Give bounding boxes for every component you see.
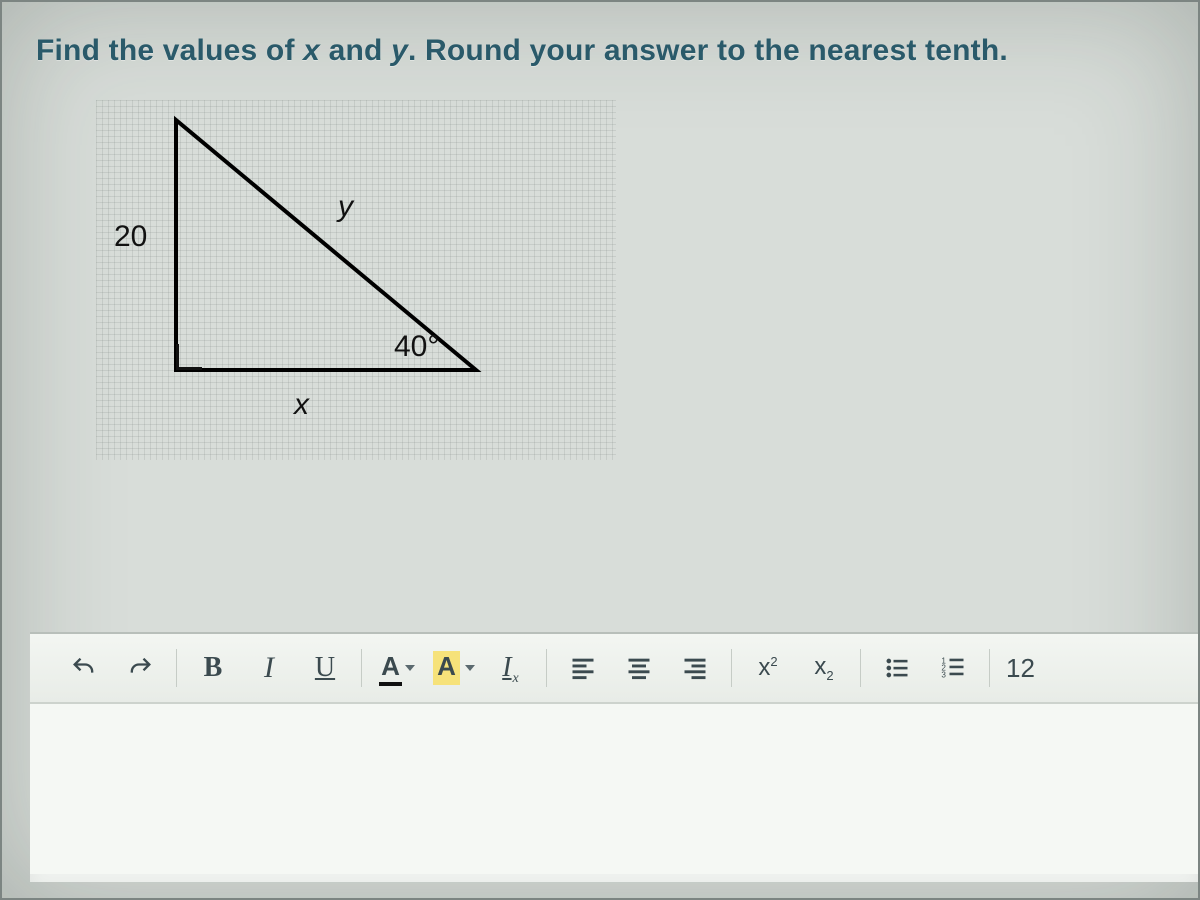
chevron-down-icon (405, 665, 415, 671)
triangle-figure: 20 y x 40° (96, 100, 616, 460)
subscript-button[interactable]: x2 (798, 644, 850, 692)
numbered-list-icon: 1 2 3 (939, 654, 967, 682)
answer-editor: B I U A A Ix (30, 632, 1198, 882)
separator (546, 649, 547, 687)
label-side-20: 20 (114, 220, 147, 254)
superscript-button[interactable]: x2 (742, 644, 794, 692)
clear-formatting-icon: Ix (502, 652, 518, 684)
clearfmt-sub: x (513, 671, 519, 686)
separator (989, 649, 990, 687)
q-mid: and (320, 34, 391, 67)
right-angle-marker (176, 344, 202, 370)
answer-textarea[interactable] (30, 704, 1198, 874)
separator (860, 649, 861, 687)
italic-button[interactable]: I (243, 644, 295, 692)
question-panel: Find the values of x and y. Round your a… (30, 22, 1170, 460)
align-left-button[interactable] (557, 644, 609, 692)
superscript-icon: x2 (758, 654, 777, 682)
clearfmt-main: I (502, 652, 511, 683)
label-base-x: x (294, 388, 309, 422)
underline-button[interactable]: U (299, 644, 351, 692)
sub-base: x (814, 653, 826, 680)
separator (176, 649, 177, 687)
redo-icon (126, 654, 154, 682)
chevron-down-icon (465, 665, 475, 671)
triangle-svg (96, 100, 616, 460)
clear-formatting-button[interactable]: Ix (484, 644, 536, 692)
align-left-icon (569, 654, 597, 682)
sub-exp: 2 (826, 668, 833, 683)
editor-toolbar: B I U A A Ix (30, 634, 1198, 704)
sup-base: x (758, 654, 770, 681)
align-center-button[interactable] (613, 644, 665, 692)
bold-glyph: B (204, 654, 223, 682)
text-color-button[interactable]: A (372, 644, 424, 692)
font-size-display[interactable]: 12 (1006, 653, 1046, 684)
q-pre: Find the values of (36, 34, 303, 67)
sup-exp: 2 (770, 654, 777, 669)
question-text: Find the values of x and y. Round your a… (36, 32, 1164, 70)
quiz-screen: Find the values of x and y. Round your a… (0, 0, 1200, 900)
svg-text:3: 3 (941, 670, 946, 679)
numbered-list-button[interactable]: 1 2 3 (927, 644, 979, 692)
underline-glyph: U (315, 654, 335, 682)
align-right-button[interactable] (669, 644, 721, 692)
redo-button[interactable] (114, 644, 166, 692)
separator (731, 649, 732, 687)
label-hypotenuse-y: y (338, 190, 353, 224)
label-angle-40: 40° (394, 330, 439, 364)
bg-color-glyph: A (433, 651, 460, 685)
q-var-x: x (303, 34, 320, 67)
italic-glyph: I (264, 653, 274, 683)
undo-icon (70, 654, 98, 682)
undo-button[interactable] (58, 644, 110, 692)
subscript-icon: x2 (814, 653, 833, 683)
q-post: . Round your answer to the nearest tenth… (408, 34, 1008, 67)
separator (361, 649, 362, 687)
bullet-list-button[interactable] (871, 644, 923, 692)
bold-button[interactable]: B (187, 644, 239, 692)
q-var-y: y (391, 34, 408, 67)
text-color-glyph: A (381, 651, 400, 685)
background-color-button[interactable]: A (428, 644, 480, 692)
align-center-icon (625, 654, 653, 682)
align-right-icon (681, 654, 709, 682)
bullet-list-icon (883, 654, 911, 682)
